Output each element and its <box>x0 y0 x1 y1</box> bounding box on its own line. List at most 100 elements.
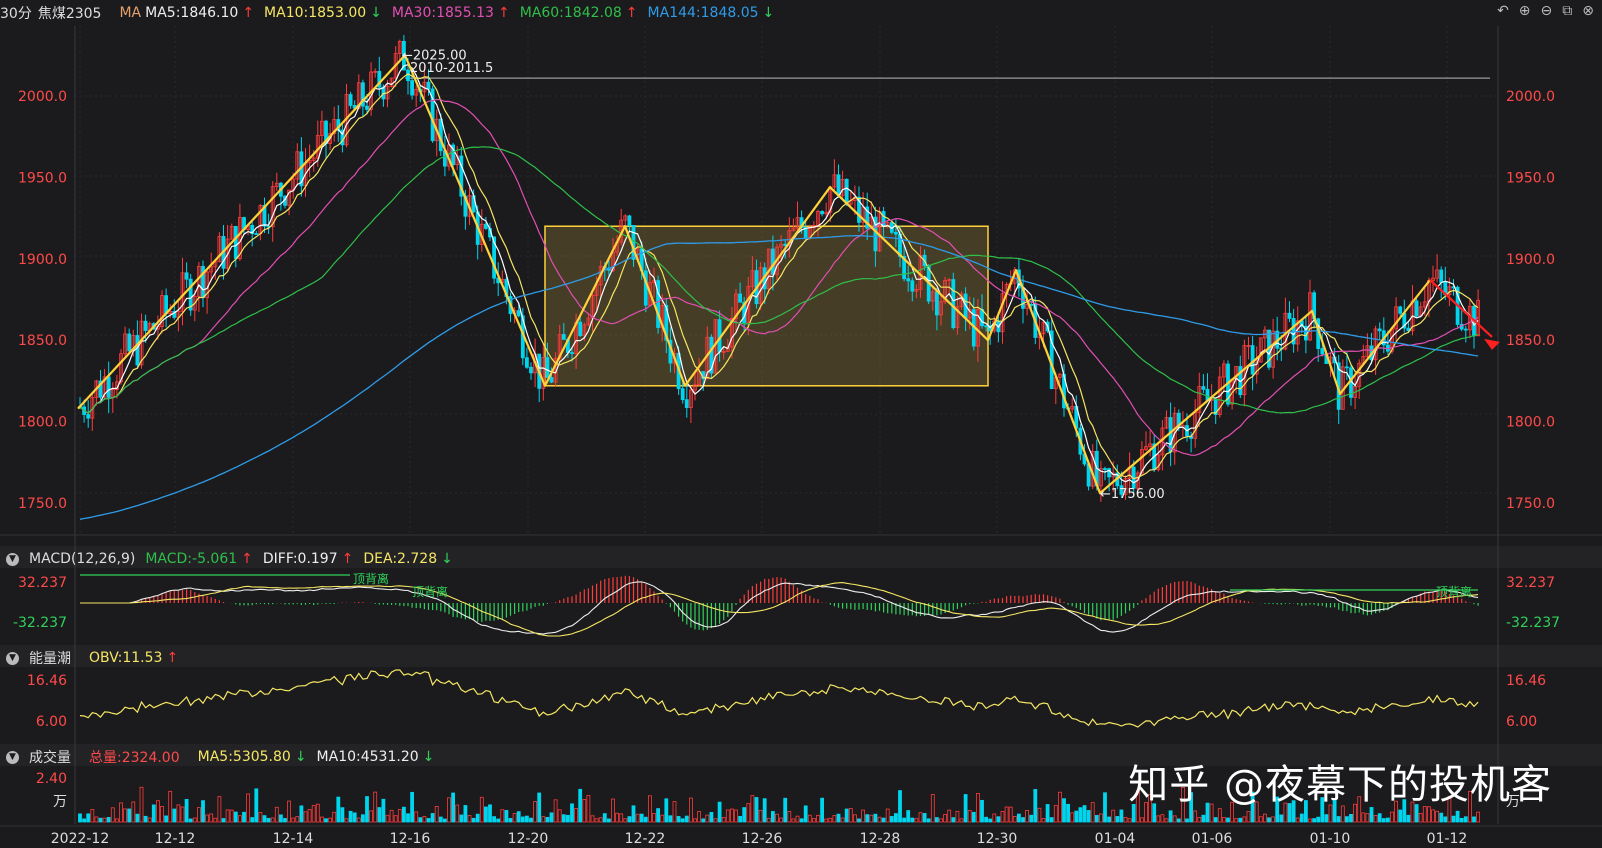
volume-bar <box>791 818 796 823</box>
volume-title[interactable]: 成交量 <box>29 750 71 766</box>
volume-bar <box>422 816 427 823</box>
volume-bar <box>812 818 816 823</box>
volume-bar <box>803 805 808 823</box>
collapse-icon[interactable]: ▼ <box>6 552 19 566</box>
volume-bar <box>459 814 464 823</box>
candle-body <box>1172 412 1177 453</box>
period-label[interactable]: 30分 <box>0 6 32 22</box>
candle-body <box>549 377 554 383</box>
volume-bar <box>442 818 447 823</box>
volume-bar <box>184 798 189 823</box>
zoom-out-icon[interactable]: ⊖ <box>1540 3 1553 19</box>
volume-bar <box>512 813 517 823</box>
candle-body <box>414 88 419 96</box>
collapse-icon[interactable]: ▼ <box>6 651 19 665</box>
volume-bar <box>967 810 972 823</box>
volume-bar <box>1345 816 1349 823</box>
obv-title[interactable]: 能量潮 <box>29 651 71 667</box>
price-tick-right: 1800.0 <box>1506 415 1555 431</box>
volume-bar <box>393 815 398 823</box>
obv-tick-top: 16.46 <box>27 673 67 689</box>
candle-body <box>160 295 164 327</box>
volume-bar <box>701 818 706 823</box>
volume-bar <box>344 818 349 823</box>
volume-bar <box>229 809 234 823</box>
volume-bar <box>1156 815 1161 823</box>
volume-bar <box>853 814 857 823</box>
macd-tick-top: 32.237 <box>18 575 67 591</box>
volume-bar <box>738 815 742 823</box>
diff-value: DIFF:0.197 <box>262 551 338 567</box>
macd-tick-bottom: -32.237 <box>13 615 67 631</box>
candle-body <box>1431 277 1435 282</box>
volume-bar <box>1258 816 1263 823</box>
candle-body <box>1148 443 1152 448</box>
candle-body <box>360 82 365 107</box>
volume-bar <box>287 800 292 823</box>
volume-bar <box>250 817 255 823</box>
x-tick-label: 12-30 <box>977 831 1018 844</box>
x-tick-label: 12-20 <box>508 831 549 844</box>
volume-bar <box>1181 787 1185 823</box>
layout-icon[interactable]: ⧉ <box>1562 3 1573 19</box>
volume-bar <box>332 811 337 823</box>
candle-body <box>106 376 111 398</box>
divergence-label: 顶背离 <box>353 571 389 586</box>
volume-bar <box>1037 807 1042 823</box>
volume-bar <box>1402 799 1407 823</box>
volume-bar <box>885 808 890 823</box>
volume-bar <box>684 815 689 823</box>
panel-header-bg <box>0 546 1602 568</box>
up-arrow-icon: ↑ <box>497 5 510 21</box>
volume-bar <box>151 804 156 823</box>
undo-icon[interactable]: ↶ <box>1497 3 1509 19</box>
volume-bar <box>1476 811 1480 823</box>
zoom-in-icon[interactable]: ⊕ <box>1518 3 1531 19</box>
up-arrow-icon: ↑ <box>242 5 255 21</box>
volume-bar <box>463 805 468 823</box>
volume-bar <box>1152 803 1157 823</box>
candle-body <box>332 119 337 134</box>
macd-tick-top: 32.237 <box>1506 575 1555 591</box>
close-icon[interactable]: ⊗ <box>1582 3 1594 19</box>
volume-tick-top: 2.40 <box>36 771 67 787</box>
volume-bar <box>270 817 275 823</box>
volume-bar <box>1361 812 1366 823</box>
candle-body <box>143 320 148 331</box>
volume-bar <box>1324 814 1329 823</box>
candle-body <box>348 94 353 106</box>
volume-bar <box>1349 814 1353 823</box>
x-tick-label: 2022-12 <box>51 831 110 844</box>
down-arrow-icon: ↓ <box>294 749 307 765</box>
x-tick-label: 12-14 <box>273 831 314 844</box>
candle-body <box>365 105 369 110</box>
volume-bar <box>283 818 287 823</box>
volume-bar <box>1103 792 1107 823</box>
volume-bar <box>1254 801 1259 823</box>
candle-body <box>1345 366 1349 369</box>
collapse-icon[interactable]: ▼ <box>6 750 19 764</box>
volume-bar <box>1115 816 1120 823</box>
volume-bar <box>959 818 964 823</box>
candle-body <box>684 399 689 408</box>
candle-body <box>902 255 906 280</box>
symbol-label[interactable]: 焦煤2305 <box>37 6 102 22</box>
volume-bar <box>180 806 185 823</box>
ma5-value: MA5:1846.10 <box>145 5 239 21</box>
candle-body <box>844 178 849 205</box>
volume-bar <box>1185 818 1189 823</box>
candle-body <box>570 352 574 354</box>
candle-body <box>734 293 738 319</box>
volume-bar <box>1176 818 1181 823</box>
volume-bar <box>1234 818 1239 823</box>
volume-bar <box>598 817 603 823</box>
candle-body <box>397 40 402 54</box>
candle-body <box>1377 328 1382 332</box>
candle-body <box>582 324 587 337</box>
volume-bar <box>397 809 402 823</box>
candle-body <box>656 280 660 328</box>
watermark: 知乎 @夜幕下的投机客 <box>1128 762 1552 808</box>
macd-title[interactable]: MACD(12,26,9) <box>29 551 136 567</box>
